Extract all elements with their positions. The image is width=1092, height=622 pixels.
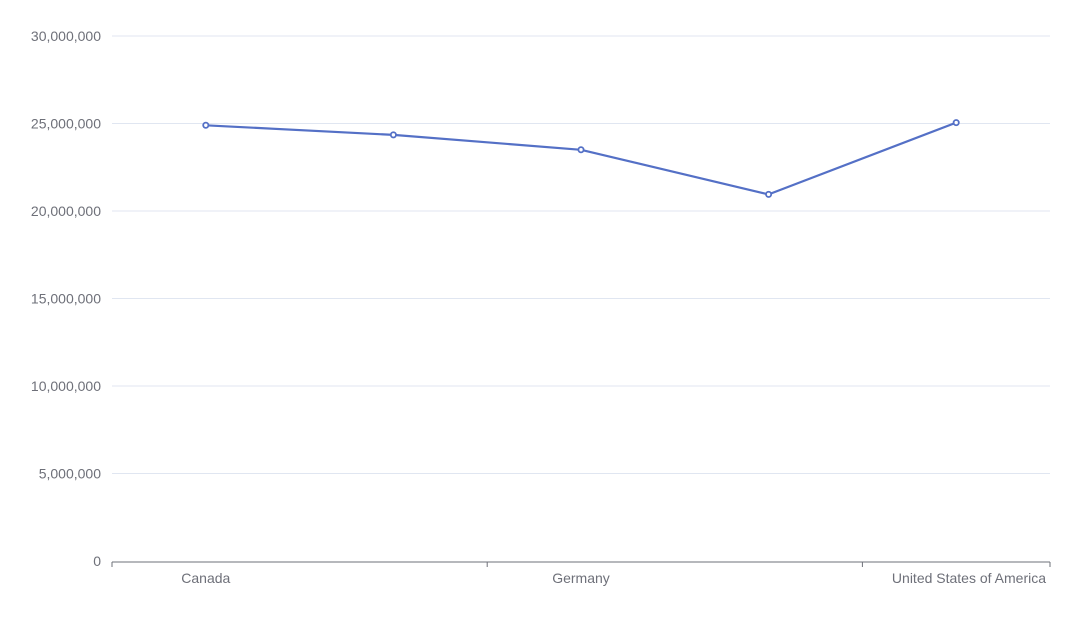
x-tick-label: Germany <box>552 570 610 586</box>
data-point[interactable] <box>952 119 960 127</box>
y-tick-label: 0 <box>93 553 101 569</box>
grid-lines <box>112 35 1050 474</box>
data-point[interactable] <box>765 190 773 198</box>
y-tick-label: 30,000,000 <box>31 28 101 44</box>
y-tick-label: 10,000,000 <box>31 378 101 394</box>
data-point[interactable] <box>389 131 397 139</box>
y-axis-tick-labels: 0 5,000,000 10,000,000 15,000,000 20,000,000… <box>31 28 101 569</box>
y-tick-label: 5,000,000 <box>39 466 101 482</box>
x-tick-label: United States of America <box>892 570 1046 586</box>
series-line <box>205 121 957 196</box>
y-tick-label: 15,000,000 <box>31 291 101 307</box>
data-point[interactable] <box>202 121 210 129</box>
x-tick-label: Canada <box>181 570 230 586</box>
y-tick-label: 20,000,000 <box>31 203 101 219</box>
series-layer <box>202 119 960 198</box>
data-point[interactable] <box>577 146 585 154</box>
x-axis: Canada Germany United States of America <box>111 561 1051 586</box>
y-tick-label: 25,000,000 <box>31 116 101 132</box>
